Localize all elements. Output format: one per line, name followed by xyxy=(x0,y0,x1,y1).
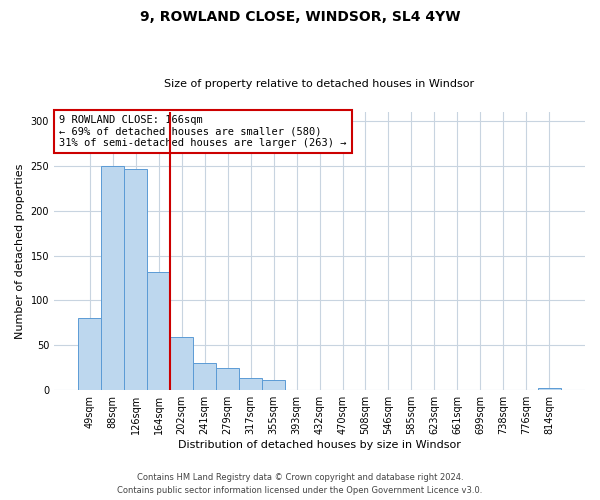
Bar xyxy=(101,166,124,390)
Bar xyxy=(216,368,239,390)
Bar xyxy=(170,338,193,390)
Bar xyxy=(262,380,285,390)
Y-axis label: Number of detached properties: Number of detached properties xyxy=(15,164,25,339)
Bar xyxy=(193,364,216,390)
Bar xyxy=(538,388,561,390)
X-axis label: Distribution of detached houses by size in Windsor: Distribution of detached houses by size … xyxy=(178,440,461,450)
Text: 9 ROWLAND CLOSE: 166sqm
← 69% of detached houses are smaller (580)
31% of semi-d: 9 ROWLAND CLOSE: 166sqm ← 69% of detache… xyxy=(59,115,347,148)
Bar xyxy=(124,168,147,390)
Bar xyxy=(147,272,170,390)
Bar xyxy=(239,378,262,390)
Text: Contains HM Land Registry data © Crown copyright and database right 2024.
Contai: Contains HM Land Registry data © Crown c… xyxy=(118,474,482,495)
Title: Size of property relative to detached houses in Windsor: Size of property relative to detached ho… xyxy=(164,79,475,89)
Text: 9, ROWLAND CLOSE, WINDSOR, SL4 4YW: 9, ROWLAND CLOSE, WINDSOR, SL4 4YW xyxy=(140,10,460,24)
Bar xyxy=(78,318,101,390)
